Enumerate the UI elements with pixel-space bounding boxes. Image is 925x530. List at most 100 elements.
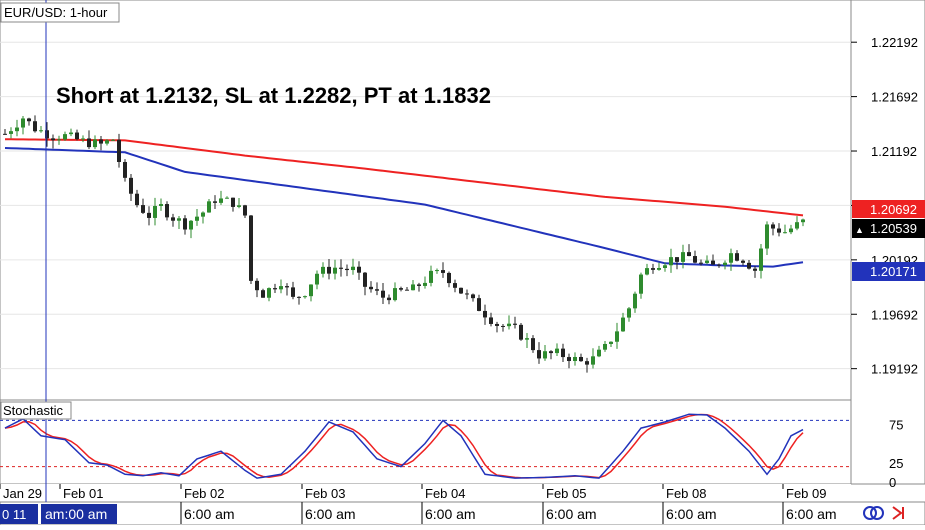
candle[interactable]: [399, 286, 403, 292]
candle[interactable]: [501, 323, 505, 332]
candle[interactable]: [3, 128, 7, 135]
candle[interactable]: [735, 250, 739, 262]
candle[interactable]: [243, 204, 247, 218]
candle[interactable]: [123, 159, 127, 182]
candle[interactable]: [369, 281, 373, 293]
candle[interactable]: [93, 135, 97, 150]
candle[interactable]: [579, 353, 583, 362]
candle[interactable]: [153, 197, 157, 226]
candle[interactable]: [435, 268, 439, 274]
candle[interactable]: [531, 335, 535, 353]
candle[interactable]: [189, 220, 193, 239]
candle[interactable]: [309, 284, 313, 302]
candle[interactable]: [147, 206, 151, 226]
candle[interactable]: [651, 263, 655, 274]
candle[interactable]: [315, 270, 319, 290]
candle[interactable]: [477, 294, 481, 312]
candle[interactable]: [729, 248, 733, 271]
price-panel[interactable]: [0, 0, 852, 401]
candle[interactable]: [255, 278, 259, 298]
candle[interactable]: [333, 259, 337, 280]
candle[interactable]: [273, 283, 277, 293]
candle[interactable]: [603, 340, 607, 352]
candle[interactable]: [711, 254, 715, 265]
candle[interactable]: [303, 295, 307, 299]
candle[interactable]: [645, 263, 649, 276]
candle[interactable]: [429, 265, 433, 287]
candle[interactable]: [663, 262, 667, 272]
candle[interactable]: [285, 283, 289, 296]
candle[interactable]: [705, 255, 709, 265]
candle[interactable]: [441, 262, 445, 278]
candle[interactable]: [471, 293, 475, 302]
candle[interactable]: [279, 279, 283, 294]
candle[interactable]: [753, 265, 757, 278]
candle[interactable]: [489, 312, 493, 327]
candle[interactable]: [795, 216, 799, 231]
candle[interactable]: [747, 259, 751, 270]
candle[interactable]: [375, 282, 379, 296]
candle[interactable]: [387, 294, 391, 305]
candle[interactable]: [195, 209, 199, 226]
candle[interactable]: [561, 343, 565, 363]
candle[interactable]: [99, 135, 103, 151]
candles[interactable]: [3, 115, 805, 373]
candle[interactable]: [627, 306, 631, 322]
candle[interactable]: [81, 135, 85, 143]
candle[interactable]: [51, 134, 55, 149]
candle[interactable]: [771, 222, 775, 236]
candle[interactable]: [75, 129, 79, 141]
candle[interactable]: [381, 283, 385, 304]
candle[interactable]: [105, 139, 109, 146]
candle[interactable]: [63, 131, 67, 141]
candle[interactable]: [483, 304, 487, 325]
candle[interactable]: [249, 214, 253, 284]
candle[interactable]: [675, 257, 679, 270]
candle[interactable]: [357, 261, 361, 280]
link-icon[interactable]: [863, 506, 884, 520]
candle[interactable]: [597, 345, 601, 358]
candle[interactable]: [327, 259, 331, 280]
candle[interactable]: [87, 130, 91, 150]
candle[interactable]: [465, 289, 469, 300]
candle[interactable]: [165, 201, 169, 221]
candle[interactable]: [525, 333, 529, 349]
candle[interactable]: [573, 352, 577, 366]
candle[interactable]: [69, 128, 73, 137]
candle[interactable]: [543, 345, 547, 361]
candle[interactable]: [699, 259, 703, 266]
candle[interactable]: [183, 215, 187, 235]
candle[interactable]: [351, 258, 355, 275]
candle[interactable]: [681, 244, 685, 269]
candle[interactable]: [411, 279, 415, 291]
candle[interactable]: [657, 262, 661, 271]
candle[interactable]: [339, 259, 343, 277]
candle[interactable]: [213, 195, 217, 209]
candle[interactable]: [633, 291, 637, 313]
candle[interactable]: [219, 190, 223, 205]
candle[interactable]: [519, 323, 523, 341]
candle[interactable]: [267, 287, 271, 302]
candle[interactable]: [609, 341, 613, 348]
candle[interactable]: [57, 135, 61, 145]
candle[interactable]: [33, 115, 37, 133]
candle[interactable]: [159, 198, 163, 211]
candle[interactable]: [783, 224, 787, 234]
candle[interactable]: [459, 287, 463, 294]
candle[interactable]: [27, 117, 31, 126]
candle[interactable]: [45, 122, 49, 147]
candle[interactable]: [117, 133, 121, 168]
candle[interactable]: [9, 127, 13, 139]
candle[interactable]: [363, 272, 367, 296]
candle[interactable]: [225, 196, 229, 199]
candle[interactable]: [291, 281, 295, 300]
candle[interactable]: [567, 353, 571, 369]
candle[interactable]: [549, 350, 553, 360]
candle[interactable]: [207, 199, 211, 213]
candle[interactable]: [15, 119, 19, 137]
candle[interactable]: [261, 288, 265, 298]
candle[interactable]: [231, 197, 235, 212]
candle[interactable]: [129, 174, 133, 202]
candle[interactable]: [39, 126, 43, 133]
